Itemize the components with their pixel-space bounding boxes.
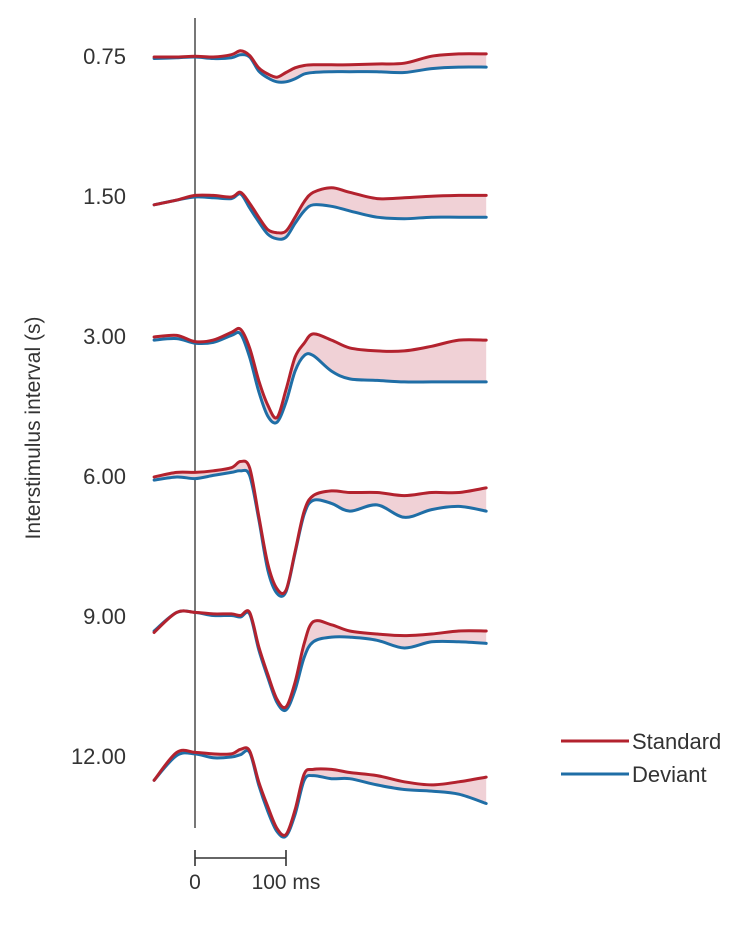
standard-trace	[152, 609, 488, 710]
time-scale-bar: 0 100 ms	[189, 850, 320, 894]
difference-fill	[154, 50, 487, 83]
deviant-trace	[152, 53, 488, 84]
deviant-trace	[152, 749, 488, 839]
standard-trace	[152, 746, 488, 837]
deviant-trace	[152, 609, 488, 712]
scale-bar-zero-label: 0	[189, 871, 201, 894]
isi-label: 12.00	[71, 744, 126, 769]
trace-group: 0.75 1.50 3.00 6.00 9.00 12.00	[71, 44, 488, 839]
difference-fill	[154, 461, 487, 597]
difference-fill	[154, 610, 487, 711]
isi-label: 9.00	[83, 604, 126, 629]
standard-trace	[152, 49, 488, 79]
isi-label: 6.00	[83, 464, 126, 489]
deviant-trace	[152, 468, 488, 598]
isi-label: 0.75	[83, 44, 126, 69]
standard-trace	[152, 186, 488, 235]
scale-bar-line	[194, 850, 287, 866]
isi-label: 3.00	[83, 324, 126, 349]
legend-label-deviant: Deviant	[632, 762, 707, 787]
isi-label: 1.50	[83, 184, 126, 209]
legend-label-standard: Standard	[632, 729, 721, 754]
deviant-trace	[152, 192, 488, 241]
deviant-trace	[152, 330, 488, 425]
standard-trace	[152, 459, 488, 596]
scale-bar-end-label: 100 ms	[252, 871, 321, 894]
y-axis-label: Interstimulus interval (s)	[22, 317, 45, 540]
difference-fill	[154, 187, 487, 240]
legend: Standard Deviant	[561, 729, 721, 787]
standard-trace	[152, 326, 488, 420]
